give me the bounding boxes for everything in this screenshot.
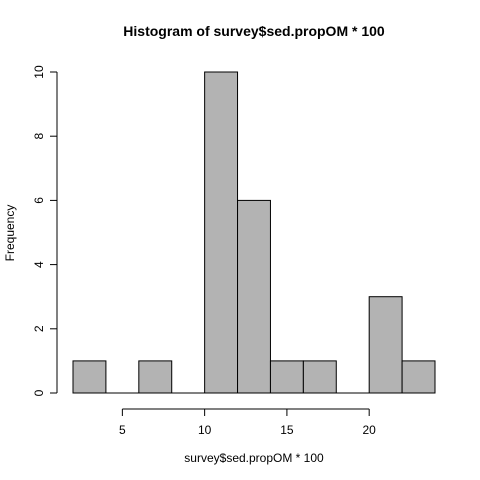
bars-group: [72, 71, 436, 394]
chart-title: Histogram of survey$sed.propOM * 100: [123, 23, 385, 39]
y-tick-label: 6: [32, 197, 46, 204]
y-tick-label: 2: [32, 325, 46, 332]
y-axis-ticks: 0 2 4 6 8 10: [32, 65, 57, 396]
y-axis-label: Frequency: [3, 205, 17, 262]
y-tick-label: 8: [32, 133, 46, 140]
x-axis-ticks: 5 10 15 20: [119, 409, 376, 437]
histogram-bar-6: [269, 360, 304, 394]
histogram-bar-2: [138, 360, 173, 394]
y-tick-label: 4: [32, 261, 46, 268]
x-tick-label: 5: [119, 423, 126, 437]
histogram-bar-7: [302, 360, 337, 394]
x-axis-label: survey$sed.propOM * 100: [184, 451, 324, 465]
x-tick-label: 20: [363, 423, 377, 437]
histogram-bar-4: [204, 71, 239, 394]
x-tick-label: 15: [280, 423, 294, 437]
y-tick-label: 10: [32, 65, 46, 79]
x-tick-label: 10: [198, 423, 212, 437]
histogram-bar-5: [237, 199, 271, 394]
histogram-bar-9: [368, 296, 403, 394]
y-tick-label: 0: [32, 389, 46, 396]
histogram-bar-0: [72, 360, 107, 394]
histogram-bar-10: [401, 360, 436, 394]
